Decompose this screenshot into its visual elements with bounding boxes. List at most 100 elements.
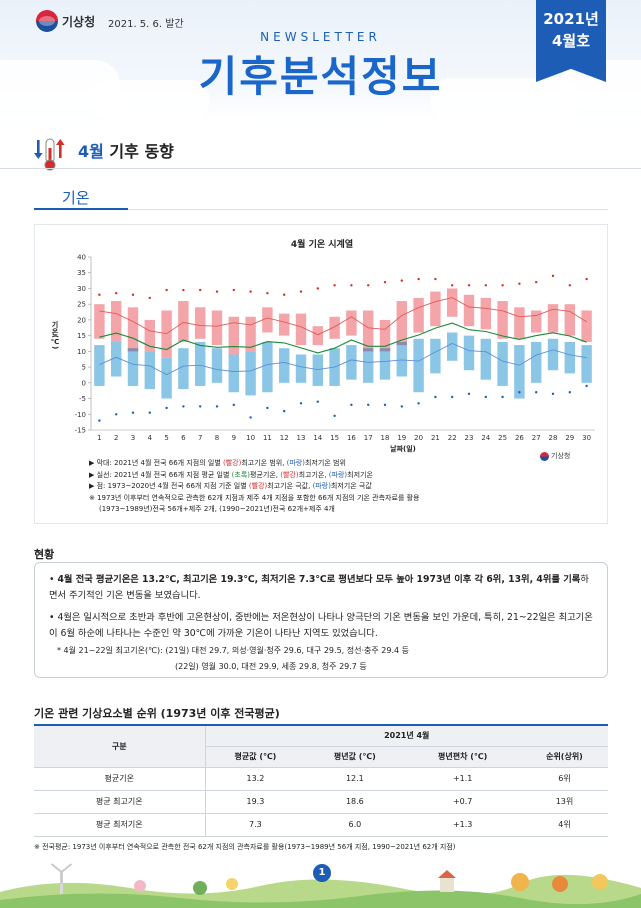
legend-bars: ▶ 막대: 2021년 4월 전국 66개 지점의 일별 (빨강)최고기온 범위… [89, 459, 346, 467]
x-axis-label: 날짜(일) [390, 444, 416, 453]
dot-extreme-max [518, 282, 521, 285]
dot-extreme-min [568, 391, 571, 394]
bar-min-range [413, 338, 424, 393]
y-tick-label: 10 [77, 348, 86, 356]
dot-extreme-min [266, 406, 269, 410]
x-tick-label: 25 [498, 434, 507, 442]
bar-min-range [530, 341, 542, 383]
dot-extreme-min [148, 411, 151, 414]
bar-max-range [127, 307, 139, 352]
bar-max-range [262, 307, 273, 333]
decorative-cloud [90, 80, 210, 120]
x-tick-label: 14 [313, 434, 322, 442]
bar-min-range [581, 345, 592, 383]
dot-extreme-max [333, 284, 336, 287]
x-tick-label: 10 [246, 434, 255, 442]
y-tick-label: 0 [82, 379, 86, 387]
bar-max-range [178, 301, 189, 342]
dot-extreme-max [434, 277, 437, 281]
x-tick-label: 2 [114, 434, 118, 442]
x-tick-label: 20 [414, 434, 423, 442]
status-bullet-1: • 4월 전국 평균기온은 13.2℃, 최고기온 19.3℃, 최저기온 7.… [49, 574, 589, 601]
agency-name: 기상청 [62, 15, 96, 29]
dot-extreme-min [383, 403, 387, 407]
line-min-temp [99, 343, 587, 376]
legend-dots: ▶ 점: 1973~2020년 4월 전국 66개 지점 기준 일별 (빨강)최… [89, 482, 372, 490]
bar-max-range [413, 297, 424, 333]
dot-extreme-max [148, 296, 151, 300]
x-tick-label: 4 [148, 434, 153, 442]
y-tick-label: 20 [77, 316, 86, 324]
dot-extreme-min [367, 403, 370, 407]
kma-logo-icon [36, 10, 58, 32]
dot-extreme-max [551, 274, 555, 278]
dot-extreme-max [383, 280, 387, 284]
dot-extreme-max [467, 284, 471, 287]
bar-max-range [245, 316, 256, 352]
bar-min-range [278, 348, 290, 383]
dot-extreme-max [182, 288, 185, 292]
dot-extreme-max [501, 284, 504, 287]
dot-extreme-max [484, 284, 487, 287]
table-cell: 7.3 [205, 812, 306, 837]
x-tick-label: 6 [181, 434, 186, 442]
x-tick-label: 5 [164, 434, 168, 442]
bar-max-range [396, 301, 408, 346]
x-tick-label: 24 [481, 434, 490, 442]
span-header: 2021년 4월 [205, 724, 608, 747]
subsection-underline [34, 208, 128, 210]
table-cell: 4위 [520, 812, 608, 837]
bar-max-range [497, 301, 508, 339]
bar-min-range [94, 345, 105, 386]
bar-min-range [245, 351, 256, 396]
dot-extreme-max [165, 288, 168, 292]
dot-extreme-min [299, 402, 303, 405]
kma-logo-icon [540, 451, 549, 461]
issue-date: 2021. 5. 6. 발간 [108, 19, 184, 30]
x-tick-label: 27 [532, 434, 541, 442]
x-tick-label: 30 [582, 434, 591, 442]
row-label: 평균 최저기온 [34, 812, 206, 837]
bar-max-range [295, 313, 307, 346]
y-tick-label: 40 [77, 254, 86, 262]
x-tick-label: 26 [515, 434, 524, 442]
bar-max-range [228, 316, 240, 355]
dot-extreme-min [249, 416, 252, 419]
bar-overlap [379, 348, 391, 352]
y-tick-label: 30 [77, 285, 86, 293]
table-cell: 12.1 [305, 766, 405, 791]
table-cell: 18.6 [305, 789, 405, 814]
dot-extreme-min [484, 395, 487, 399]
y-tick-label: -10 [75, 411, 86, 419]
dot-extreme-max [400, 279, 403, 282]
x-tick-label: 7 [198, 434, 202, 442]
bar-max-range [379, 319, 391, 352]
bar-min-range [480, 338, 492, 380]
y-tick-label: 25 [77, 301, 86, 309]
y-tick-label: -5 [79, 395, 86, 403]
y-tick-label: 5 [82, 364, 86, 372]
page-header: 기상청 2021. 5. 6. 발간 NEWSLETTER 기후분석정보 202… [0, 0, 641, 122]
bar-min-range [564, 341, 576, 374]
x-tick-label: 28 [549, 434, 558, 442]
bar-min-range [463, 335, 475, 371]
dot-extreme-min [467, 392, 471, 396]
dot-extreme-min [131, 411, 135, 414]
bar-max-range [530, 310, 542, 333]
decorative-cloud [430, 78, 580, 122]
bar-min-range [127, 348, 139, 386]
thermometer-icon [34, 138, 65, 171]
table-note: ※ 전국평균: 1973년 이후부터 연속적으로 관측한 전국 62개 지점의 … [34, 843, 456, 851]
x-tick-label: 29 [565, 434, 574, 442]
bar-min-range [312, 354, 324, 386]
bar-overlap [396, 341, 408, 346]
table-cell: +1.3 [404, 812, 521, 837]
dot-extreme-max [249, 290, 252, 293]
bar-max-range [463, 294, 475, 327]
x-tick-label: 13 [297, 434, 306, 442]
bar-min-range [161, 357, 172, 399]
bar-max-range [564, 304, 576, 336]
table-cell: 13위 [520, 789, 608, 814]
bar-min-range [178, 348, 189, 390]
